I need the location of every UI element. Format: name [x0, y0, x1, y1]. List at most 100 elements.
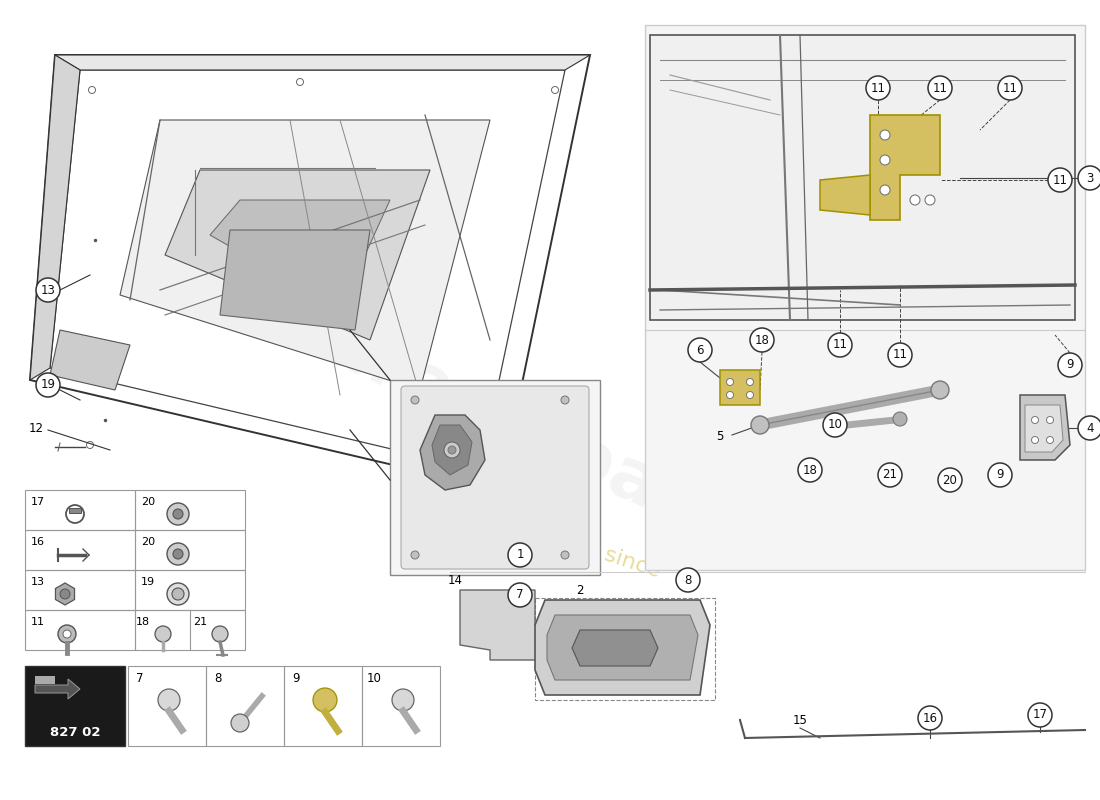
Circle shape — [1048, 168, 1072, 192]
Bar — [135, 570, 245, 610]
Text: 11: 11 — [870, 82, 886, 94]
Text: 4: 4 — [1087, 422, 1093, 434]
Text: 13: 13 — [41, 283, 55, 297]
Bar — [135, 530, 245, 570]
Circle shape — [231, 714, 249, 732]
Polygon shape — [720, 370, 760, 405]
Circle shape — [155, 626, 170, 642]
Circle shape — [750, 328, 774, 352]
Polygon shape — [1020, 395, 1070, 460]
Bar — [25, 610, 135, 650]
Circle shape — [36, 278, 60, 302]
Text: 19: 19 — [141, 577, 155, 587]
Text: 9: 9 — [293, 671, 299, 685]
Text: 11: 11 — [1053, 174, 1067, 186]
Bar — [25, 666, 125, 746]
Text: eurocarparts: eurocarparts — [267, 287, 773, 573]
Circle shape — [1078, 416, 1100, 440]
Circle shape — [1032, 417, 1038, 423]
Bar — [362, 666, 440, 746]
Circle shape — [508, 543, 532, 567]
Text: 16: 16 — [31, 537, 45, 547]
Text: 6: 6 — [696, 343, 704, 357]
Polygon shape — [220, 230, 370, 330]
Circle shape — [476, 451, 484, 458]
Circle shape — [173, 509, 183, 519]
Polygon shape — [547, 615, 698, 680]
Polygon shape — [55, 55, 590, 70]
Text: 5: 5 — [716, 430, 724, 443]
Circle shape — [726, 378, 734, 386]
Circle shape — [828, 333, 852, 357]
Circle shape — [880, 155, 890, 165]
Bar — [390, 380, 600, 575]
Circle shape — [1028, 703, 1052, 727]
Circle shape — [925, 195, 935, 205]
Circle shape — [880, 185, 890, 195]
Text: 9: 9 — [1066, 358, 1074, 371]
Polygon shape — [50, 330, 130, 390]
Text: 13: 13 — [31, 577, 45, 587]
Text: 16: 16 — [923, 711, 937, 725]
Text: 14: 14 — [448, 574, 462, 586]
Circle shape — [314, 688, 337, 712]
Text: 8: 8 — [214, 671, 222, 685]
Circle shape — [931, 381, 949, 399]
Circle shape — [411, 396, 419, 404]
Circle shape — [448, 446, 456, 454]
Polygon shape — [165, 170, 430, 340]
Text: 20: 20 — [141, 537, 155, 547]
Text: 7: 7 — [516, 589, 524, 602]
Polygon shape — [55, 583, 75, 605]
Circle shape — [60, 589, 70, 599]
Circle shape — [1046, 417, 1054, 423]
FancyBboxPatch shape — [402, 386, 588, 569]
Circle shape — [988, 463, 1012, 487]
Circle shape — [928, 76, 952, 100]
Text: 7: 7 — [136, 671, 144, 685]
Circle shape — [888, 343, 912, 367]
Polygon shape — [870, 115, 940, 220]
Circle shape — [938, 468, 962, 492]
Circle shape — [88, 86, 96, 94]
Bar — [284, 666, 362, 746]
Polygon shape — [210, 200, 390, 310]
Bar — [645, 25, 1085, 570]
Bar — [69, 508, 81, 513]
Bar — [25, 530, 135, 570]
Text: 20: 20 — [943, 474, 957, 486]
Circle shape — [893, 412, 907, 426]
Circle shape — [880, 130, 890, 140]
Circle shape — [172, 588, 184, 600]
Bar — [135, 610, 245, 650]
Circle shape — [551, 86, 559, 94]
Circle shape — [561, 551, 569, 559]
Polygon shape — [650, 35, 1075, 320]
Bar — [206, 666, 284, 746]
Circle shape — [36, 373, 60, 397]
Text: 18: 18 — [755, 334, 769, 346]
Circle shape — [688, 338, 712, 362]
Text: 21: 21 — [882, 469, 898, 482]
Text: 10: 10 — [827, 418, 843, 431]
Circle shape — [411, 551, 419, 559]
Text: 10: 10 — [366, 671, 382, 685]
Polygon shape — [120, 120, 490, 390]
Bar — [128, 666, 206, 746]
Circle shape — [444, 442, 460, 458]
Text: 11: 11 — [933, 82, 947, 94]
Circle shape — [1078, 166, 1100, 190]
Bar — [25, 490, 135, 530]
Text: 11: 11 — [833, 338, 847, 351]
Circle shape — [823, 413, 847, 437]
Circle shape — [910, 195, 920, 205]
Circle shape — [173, 549, 183, 559]
Polygon shape — [432, 425, 472, 475]
Circle shape — [1058, 353, 1082, 377]
Circle shape — [167, 543, 189, 565]
Circle shape — [878, 463, 902, 487]
Text: 18: 18 — [803, 463, 817, 477]
Text: 11: 11 — [892, 349, 907, 362]
Text: a passion for parts since: a passion for parts since — [397, 478, 663, 582]
Polygon shape — [572, 630, 658, 666]
